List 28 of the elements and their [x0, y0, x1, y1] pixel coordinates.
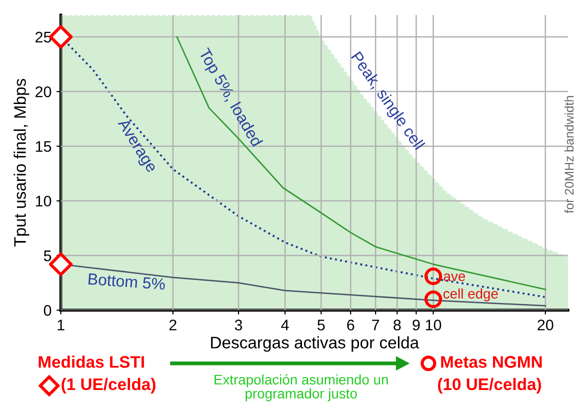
- x-tick-label: 7: [372, 320, 380, 330]
- y-tick-label: 0: [44, 305, 52, 316]
- x-tick-label: 2: [169, 320, 176, 330]
- x-tick-label: 6: [347, 320, 354, 330]
- x-tick-label: 9: [412, 320, 420, 330]
- x-tick-label: 20: [538, 320, 554, 330]
- y-tick-label: 25: [36, 32, 52, 43]
- annotation: ave: [444, 274, 466, 282]
- annotation: for 20MHz bandwidth: [564, 96, 574, 214]
- text: (10 UE/celda): [438, 378, 541, 394]
- text: Extrapolación asumiendo un programador justo: [214, 374, 388, 402]
- x-tick-label: 8: [394, 320, 401, 330]
- y-tick-label: 20: [36, 86, 52, 98]
- x-tick-label: 10: [426, 320, 442, 330]
- y-tick-label: 15: [36, 141, 52, 152]
- y-tick-label: 10: [36, 196, 52, 207]
- y-axis-title: Tput usario final, Mbps: [14, 78, 30, 247]
- x-axis-title: Descargas activas por celda: [211, 336, 420, 352]
- y-tick-label: 5: [44, 250, 52, 262]
- x-tick-label: 3: [234, 320, 242, 330]
- text: Metas NGMN: [441, 356, 542, 368]
- annotation: Bottom 5%: [88, 273, 166, 290]
- text: Medidas LSTI: [38, 356, 144, 368]
- annotation: cell edge: [443, 288, 498, 302]
- x-tick-label: 5: [318, 320, 325, 330]
- x-tick-label: 1: [58, 320, 64, 330]
- x-tick-label: 4: [281, 320, 289, 330]
- text: (1 UE/celda): [62, 378, 156, 394]
